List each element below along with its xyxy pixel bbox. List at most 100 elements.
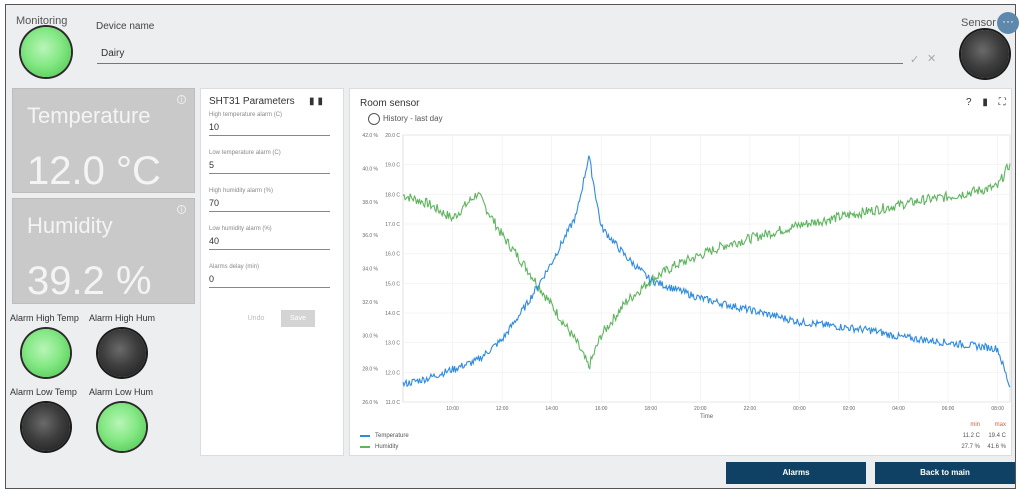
alarm-low-temp-label: Alarm Low Temp xyxy=(10,387,77,397)
y-tick-temperature: 11.0 C xyxy=(386,400,401,406)
x-tick-label: 06:00 xyxy=(942,406,955,412)
alarm-high-hum-label: Alarm High Hum xyxy=(89,313,156,323)
x-tick-label: 08:00 xyxy=(991,406,1004,412)
history-subtitle[interactable]: History - last day xyxy=(383,114,443,123)
sensor-error-led xyxy=(961,30,1009,78)
y-tick-humidity: 36.0 % xyxy=(362,233,378,239)
parameters-title: SHT31 Parameters xyxy=(209,96,295,107)
plot-area xyxy=(402,134,1011,403)
x-tick-label: 16:00 xyxy=(595,406,608,412)
low-hum-alarm-label: Low humidity alarm (%) xyxy=(209,226,272,232)
x-tick-label: 02:00 xyxy=(843,406,856,412)
legend-temperature-label: Temperature xyxy=(375,433,409,439)
high-hum-alarm-label: High humidity alarm (%) xyxy=(209,188,274,194)
alarms-delay-label: Alarms delay (min) xyxy=(209,264,260,270)
device-name-label: Device name xyxy=(96,21,155,32)
y-tick-humidity: 38.0 % xyxy=(362,200,378,206)
y-tick-temperature: 13.0 C xyxy=(385,341,400,347)
min-header: min xyxy=(970,422,980,428)
temperature-line xyxy=(402,155,1011,388)
y-tick-humidity: 32.0 % xyxy=(362,300,378,306)
cancel-close-icon[interactable]: ✕ xyxy=(927,53,937,65)
max-header: max xyxy=(994,422,1006,428)
undo-button[interactable]: Undo xyxy=(247,315,265,322)
save-button[interactable]: Save xyxy=(281,310,315,327)
low-temp-alarm-input[interactable]: 5 xyxy=(209,160,330,174)
y-tick-temperature: 12.0 C xyxy=(385,370,400,376)
x-tick-label: 10:00 xyxy=(446,406,459,412)
y-tick-temperature: 17.0 C xyxy=(385,222,400,228)
low-temp-alarm-field[interactable]: Low temperature alarm (C) 5 xyxy=(209,150,330,174)
y-tick-humidity: 34.0 % xyxy=(362,267,378,273)
high-hum-alarm-field[interactable]: High humidity alarm (%) 70 xyxy=(209,188,330,212)
x-tick-label: 20:00 xyxy=(694,406,707,412)
y-tick-temperature: 15.0 C xyxy=(385,281,400,287)
history-chart: 11.0 C 12.0 C 13.0 C 14.0 C 15.0 C 16.0 C 17.0… xyxy=(362,133,1011,420)
y-tick-temperature: 16.0 C xyxy=(385,252,400,258)
high-temp-alarm-field[interactable]: High temperature alarm (C) 10 xyxy=(209,112,330,136)
humidity-tile: Humidity i 39.2 % xyxy=(12,198,195,304)
y-tick-temperature: 19.0 C xyxy=(385,163,400,169)
alarms-button[interactable]: Alarms xyxy=(726,462,866,484)
y-tick-temperature: 18.0 C xyxy=(385,192,400,198)
alarm-high-temp-label: Alarm High Temp xyxy=(10,313,79,323)
alarm-high-temp-led xyxy=(22,329,70,377)
x-tick-label: 18:00 xyxy=(644,406,657,412)
alarms-delay-input[interactable]: 0 xyxy=(209,274,330,288)
x-tick-label: 14:00 xyxy=(545,406,558,412)
room-sensor-title: Room sensor xyxy=(360,98,420,109)
temperature-info-icon[interactable]: i xyxy=(177,95,186,104)
y-tick-temperature: 14.0 C xyxy=(385,311,400,317)
low-temp-alarm-label: Low temperature alarm (C) xyxy=(209,150,281,156)
alarm-low-temp-led xyxy=(22,403,70,451)
more-menu-icon[interactable]: ··· xyxy=(997,12,1019,34)
y-tick-humidity: 42.0 % xyxy=(362,133,378,139)
x-axis-label: Time xyxy=(700,414,714,420)
y-tick-humidity: 26.0 % xyxy=(362,400,378,406)
x-tick-label: 22:00 xyxy=(744,406,757,412)
app-frame: Monitoring Device name Dairy ✓ ✕ Sensor … xyxy=(5,4,1019,489)
humidity-value: 39.2 % xyxy=(27,259,152,303)
humidity-line xyxy=(402,162,1011,370)
room-sensor-panel: Room sensor History - last day ? ▮ ⛶ 11.… xyxy=(349,88,1012,456)
temperature-min: 11.2 C xyxy=(962,433,980,439)
temperature-tile-label: Temperature xyxy=(27,103,151,128)
legend-humidity[interactable]: Humidity xyxy=(360,444,398,450)
y-tick-temperature: 20.0 C xyxy=(385,133,400,139)
humidity-tile-label: Humidity xyxy=(27,213,113,238)
x-tick-label: 12:00 xyxy=(496,406,509,412)
back-to-main-button[interactable]: Back to main xyxy=(875,462,1015,484)
temperature-max: 19.4 C xyxy=(988,433,1006,439)
humidity-swatch xyxy=(360,446,370,448)
humidity-max: 41.6 % xyxy=(987,444,1006,450)
temperature-tile: Temperature i 12.0 °C xyxy=(12,88,195,193)
humidity-info-icon[interactable]: i xyxy=(177,205,186,214)
legend-humidity-label: Humidity xyxy=(375,444,399,450)
alarms-delay-field[interactable]: Alarms delay (min) 0 xyxy=(209,264,330,288)
high-temp-alarm-input[interactable]: 10 xyxy=(209,122,330,136)
alarm-high-hum-led xyxy=(98,329,146,377)
y-tick-humidity: 28.0 % xyxy=(362,367,378,373)
y-tick-humidity: 30.0 % xyxy=(362,333,378,339)
parameters-toolbar-icons[interactable]: ▮▮ xyxy=(309,96,327,107)
monitoring-label: Monitoring xyxy=(16,15,68,27)
low-hum-alarm-input[interactable]: 40 xyxy=(209,236,330,250)
humidity-min: 27.7 % xyxy=(961,444,980,450)
device-name-input[interactable]: Dairy xyxy=(97,47,903,64)
clock-icon xyxy=(368,113,380,125)
monitoring-led xyxy=(21,27,71,77)
high-temp-alarm-label: High temperature alarm (C) xyxy=(209,112,283,118)
temperature-value: 12.0 °C xyxy=(27,149,161,193)
chart-toolbar-icons[interactable]: ? ▮ ⛶ xyxy=(966,97,1010,108)
confirm-check-icon[interactable]: ✓ xyxy=(910,54,920,66)
temperature-swatch xyxy=(360,435,370,437)
high-hum-alarm-input[interactable]: 70 xyxy=(209,198,330,212)
alarm-low-hum-label: Alarm Low Hum xyxy=(89,387,154,397)
parameters-panel: SHT31 Parameters ▮▮ High temperature ala… xyxy=(200,88,344,456)
x-tick-label: 04:00 xyxy=(892,406,905,412)
legend-temperature[interactable]: Temperature xyxy=(360,433,409,439)
x-tick-label: 00:00 xyxy=(793,406,806,412)
low-hum-alarm-field[interactable]: Low humidity alarm (%) 40 xyxy=(209,226,330,250)
y-tick-humidity: 40.0 % xyxy=(362,166,378,172)
alarm-low-hum-led xyxy=(98,403,146,451)
